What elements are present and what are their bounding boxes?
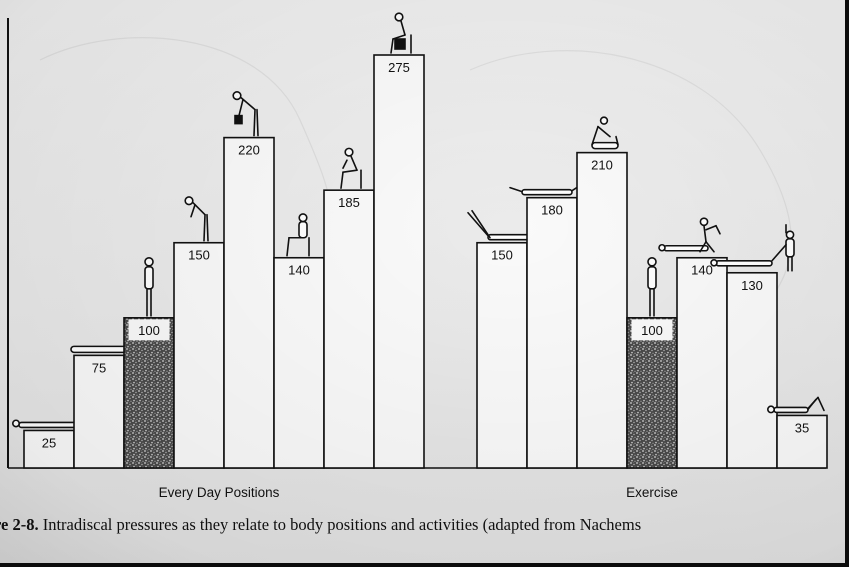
bar-group-1-3: 100 (123, 257, 175, 469)
group-label-2: Exercise (626, 485, 678, 500)
bar-value-label: 100 (138, 323, 160, 338)
bar-value-box (732, 274, 772, 295)
bar-value-label: 35 (795, 420, 809, 435)
bar-value-box (128, 319, 170, 341)
bar-value-label: 25 (42, 435, 56, 450)
bar (726, 271, 778, 469)
bar-group-2-5: 140 (658, 217, 728, 469)
bar-value-box (482, 244, 522, 265)
pose-figure-standing (144, 257, 154, 317)
bar-value-box (229, 139, 269, 160)
bar-value-box (179, 244, 219, 265)
bar-group-2-4: 100 (626, 257, 678, 469)
bar-value-label: 150 (491, 248, 513, 263)
bar-value-label: 140 (691, 263, 713, 278)
bar-value-label: 180 (541, 203, 563, 218)
bar (476, 241, 528, 469)
bar-value-box (329, 192, 369, 213)
bar-group-2-7: 35 (766, 396, 828, 469)
figure-caption: re 2-8. Intradiscal pressures as they re… (0, 515, 849, 535)
bar-group-1-8: 275 (373, 12, 425, 469)
bar-value-box (379, 57, 419, 78)
bar-value-box (582, 154, 622, 175)
pose-figure-assisted-exercise (658, 217, 721, 253)
pose-figure-sitting-upright (286, 213, 310, 257)
bar-group-2-2: 180 (509, 176, 592, 469)
bar-value-box (532, 199, 572, 220)
pose-figure-sitting-slumped (340, 147, 362, 189)
bar-value-label: 150 (188, 248, 210, 263)
pose-figure-standing-bent-lifting (232, 91, 259, 137)
bar-value-box (29, 432, 69, 453)
bar (626, 317, 678, 469)
bar-value-box (279, 259, 319, 280)
bar-value-box (631, 319, 673, 341)
bar-group-2-3: 210 (576, 116, 628, 469)
bar-value-label: 210 (591, 158, 613, 173)
bar (373, 54, 425, 469)
pose-figure-traction (710, 223, 795, 272)
pose-figure-sit-up (591, 116, 619, 150)
bar (323, 189, 375, 469)
group-label-1: Every Day Positions (159, 485, 280, 500)
bar-value-label: 140 (288, 263, 310, 278)
bar-group-1-1: 25 (12, 419, 78, 469)
pose-figure-standing-bent (184, 196, 209, 242)
bar-value-box (79, 357, 119, 378)
pose-figure-standing (647, 257, 657, 317)
bar (576, 151, 628, 469)
bar (676, 256, 728, 469)
bar-group-1-5: 220 (223, 91, 275, 469)
bar-value-label: 275 (388, 60, 410, 75)
bar-value-label: 75 (92, 360, 106, 375)
bar (273, 256, 325, 469)
bar (173, 241, 225, 469)
bar (123, 317, 175, 469)
pose-figure-lying-supine (12, 419, 78, 429)
caption-text: Intradiscal pressures as they relate to … (42, 515, 642, 534)
bar-value-label: 220 (238, 143, 260, 158)
caption-figure-label: re 2-8. (0, 515, 39, 534)
bar-value-box (782, 417, 822, 438)
bar-group-1-6: 140 (273, 213, 325, 469)
bar-value-label: 185 (338, 195, 360, 210)
bar-value-label: 130 (741, 278, 763, 293)
bar-group-1-2: 75 (70, 343, 134, 469)
bar (223, 136, 275, 469)
bar-value-label: 100 (641, 323, 663, 338)
pose-figure-sitting-lifting (390, 12, 412, 54)
pose-figure-lying-side (70, 343, 134, 354)
bar-group-2-6: 130 (710, 223, 795, 469)
bar-group-1-4: 150 (173, 196, 225, 469)
pose-figure-supine-knees-up (766, 396, 825, 414)
bar-group-1-7: 185 (323, 147, 375, 469)
bar (526, 196, 578, 469)
